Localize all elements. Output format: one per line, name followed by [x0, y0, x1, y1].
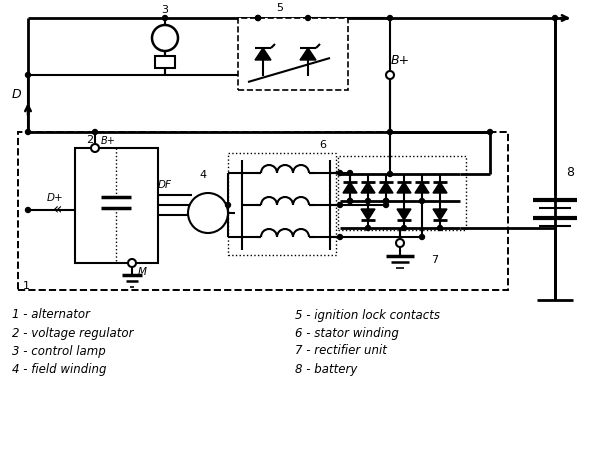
Text: 8 - battery: 8 - battery — [295, 363, 358, 376]
Text: 3 - control lamp: 3 - control lamp — [12, 345, 106, 358]
Polygon shape — [433, 209, 447, 220]
Circle shape — [25, 129, 31, 134]
Circle shape — [305, 15, 311, 20]
Text: 6: 6 — [320, 140, 326, 150]
Polygon shape — [361, 209, 375, 220]
Bar — [338, 156, 466, 230]
Circle shape — [163, 15, 167, 20]
Text: 8: 8 — [566, 166, 574, 179]
Text: 6 - stator winding: 6 - stator winding — [295, 327, 399, 340]
Text: 2: 2 — [86, 135, 94, 145]
Polygon shape — [343, 182, 357, 193]
Text: D: D — [11, 88, 21, 101]
Text: DF: DF — [158, 180, 172, 190]
Circle shape — [188, 193, 228, 233]
Circle shape — [91, 144, 99, 152]
Text: 4: 4 — [199, 170, 206, 180]
Circle shape — [152, 25, 178, 51]
Circle shape — [419, 198, 425, 203]
Polygon shape — [300, 48, 316, 60]
Text: «: « — [52, 202, 62, 217]
Circle shape — [337, 170, 343, 175]
Circle shape — [396, 239, 404, 247]
Circle shape — [337, 235, 343, 239]
Bar — [155, 56, 175, 68]
Polygon shape — [361, 182, 375, 193]
Circle shape — [553, 15, 557, 20]
Circle shape — [365, 198, 371, 203]
Circle shape — [437, 226, 443, 230]
Circle shape — [386, 71, 394, 79]
Text: 5: 5 — [277, 3, 284, 13]
Circle shape — [128, 259, 136, 267]
Circle shape — [25, 73, 31, 78]
Circle shape — [347, 170, 353, 175]
Text: B+: B+ — [391, 54, 410, 66]
Circle shape — [337, 202, 343, 207]
Circle shape — [388, 171, 392, 176]
Text: B+: B+ — [101, 136, 115, 146]
Bar — [238, 18, 348, 90]
Text: 3: 3 — [161, 5, 169, 15]
Circle shape — [226, 202, 230, 207]
Bar — [228, 153, 336, 255]
Text: 2 - voltage regulator: 2 - voltage regulator — [12, 327, 133, 340]
Circle shape — [383, 202, 389, 207]
Text: D+: D+ — [47, 193, 64, 203]
Text: M: M — [137, 267, 146, 277]
Circle shape — [25, 207, 31, 212]
Circle shape — [401, 226, 407, 230]
Circle shape — [347, 198, 353, 203]
Bar — [75, 148, 158, 263]
Polygon shape — [255, 48, 271, 60]
Text: 1 - alternator: 1 - alternator — [12, 308, 90, 322]
Text: 7 - rectifier unit: 7 - rectifier unit — [295, 345, 387, 358]
Circle shape — [388, 15, 392, 20]
Circle shape — [383, 198, 389, 203]
Circle shape — [487, 129, 493, 134]
Polygon shape — [415, 182, 429, 193]
Circle shape — [347, 198, 353, 203]
Circle shape — [256, 15, 260, 20]
Bar — [18, 132, 508, 290]
Circle shape — [92, 129, 97, 134]
Circle shape — [419, 235, 425, 239]
Circle shape — [365, 226, 371, 230]
Text: 5 - ignition lock contacts: 5 - ignition lock contacts — [295, 308, 440, 322]
Text: 1: 1 — [23, 281, 29, 291]
Polygon shape — [397, 182, 411, 193]
Circle shape — [383, 198, 389, 203]
Circle shape — [388, 129, 392, 134]
Circle shape — [256, 15, 260, 20]
Polygon shape — [397, 209, 411, 220]
Polygon shape — [433, 182, 447, 193]
Polygon shape — [379, 182, 393, 193]
Text: 4 - field winding: 4 - field winding — [12, 363, 107, 376]
Text: 7: 7 — [431, 255, 439, 265]
